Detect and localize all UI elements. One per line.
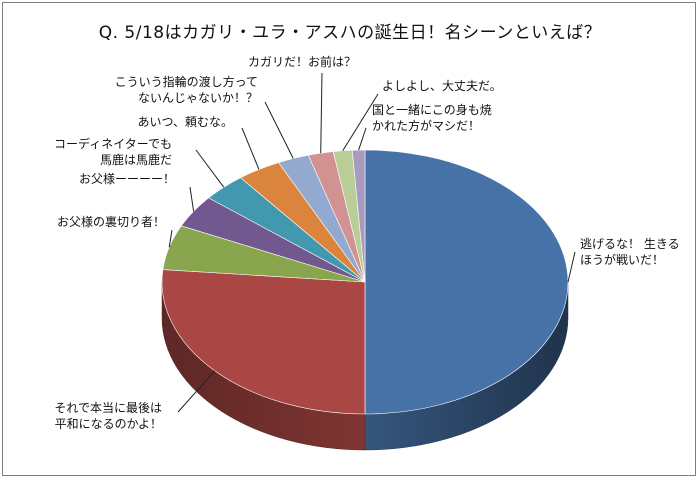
pie-leader-7 (264, 101, 294, 159)
pie-leader-1 (567, 251, 576, 283)
pie-leader-2 (177, 370, 216, 413)
pie-slice-2 (161, 269, 366, 415)
pie-leader-3 (168, 229, 173, 248)
pie-leader-9 (342, 93, 379, 152)
pie-label-8: カガリだ！お前は？ (248, 54, 356, 69)
pie-label-7: こういう指輪の渡し方ってないんじゃないか！？ (115, 74, 258, 105)
pie-label-3: お父様の裏切り者！ (57, 214, 165, 229)
pie-label-1: 逃げるな！ 生きるほうが戦いだ！ (580, 237, 680, 267)
pie-label-10: 国と一緒にこの身も焼かれた方がマシだ！ (372, 102, 492, 133)
pie-labels: 逃げるな！ 生きるほうが戦いだ！ それで本当に最後は平和になるのかよ！ お父様の裏切… (54, 54, 680, 431)
chart-title: Q. 5/18はカガリ・ユラ・アスハの誕生日！名シーンといえば？ (98, 23, 602, 43)
pie-label-9: よしよし、大丈夫だ。 (382, 79, 502, 93)
pie-top (161, 149, 569, 415)
pie-label-6: あいつ、頼むな。 (137, 115, 233, 129)
pie-label-4: お父様ーーーー！ (79, 172, 175, 186)
pie-leader-8 (320, 72, 323, 154)
pie-leader-5 (195, 149, 225, 188)
pie-leader-6 (241, 127, 260, 170)
pie-leader-10 (358, 127, 367, 151)
pie-label-5: コーディネイターでも馬鹿は馬鹿だ (54, 136, 172, 167)
pie-leader-4 (189, 186, 195, 212)
pie-label-2: それで本当に最後は平和になるのかよ！ (54, 401, 162, 431)
